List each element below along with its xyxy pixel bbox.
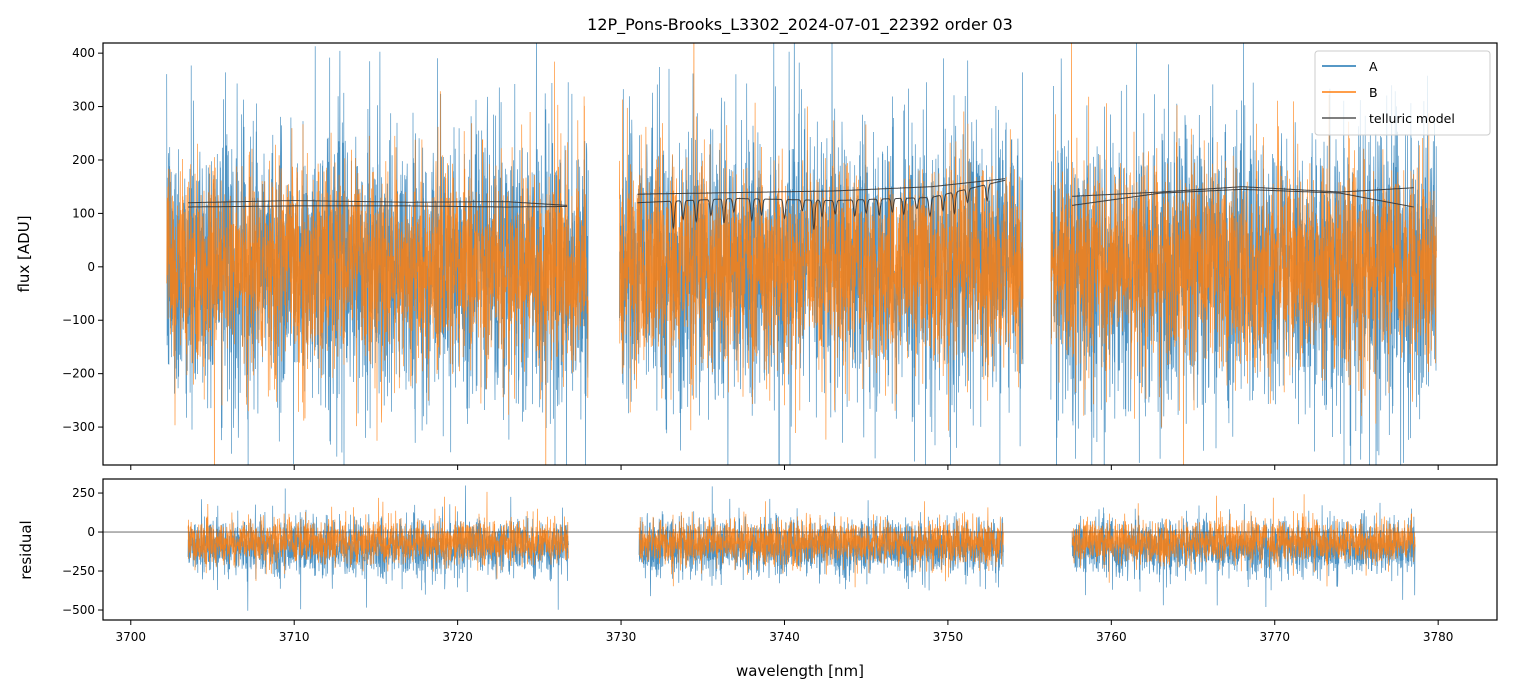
series-b-segment-3 — [1071, 494, 1416, 587]
telluric-model-line-5 — [1072, 186, 1414, 197]
telluric-model-line-2 — [188, 205, 568, 208]
telluric-model-line-4 — [637, 179, 1006, 230]
y-tick-label: 400 — [72, 46, 95, 60]
x-tick-label: 3780 — [1423, 630, 1454, 644]
telluric-model-line-6 — [1071, 188, 1414, 208]
y-tick-label: 0 — [87, 260, 95, 274]
series-b-segment-1 — [187, 491, 569, 581]
y-tick-label: 0 — [87, 525, 95, 539]
y-tick-label: −200 — [62, 367, 95, 381]
x-tick-label: 3740 — [769, 630, 800, 644]
legend: A B telluric model — [1314, 50, 1491, 136]
y-tick-label: −500 — [62, 603, 95, 617]
series-b-segment-3 — [1050, 43, 1437, 465]
x-tick-label: 3710 — [279, 630, 310, 644]
residual-axes-frame — [102, 478, 1498, 621]
x-tick-label: 3770 — [1259, 630, 1290, 644]
x-tick-label: 3700 — [116, 630, 147, 644]
y-tick-label: 100 — [72, 206, 95, 220]
y-axis-label-flux: flux [ADU] — [15, 215, 33, 292]
x-axis-label: wavelength [nm] — [736, 662, 864, 680]
flux-panel: 400 300 200 100 0 −100 −200 −300 — [62, 42, 1498, 470]
series-b-segment-2 — [638, 501, 1004, 588]
flux-axes-frame — [102, 42, 1498, 466]
x-tick-label: 3760 — [1096, 630, 1127, 644]
chart-title: 12P_Pons-Brooks_L3302_2024-07-01_22392 o… — [587, 15, 1013, 35]
y-tick-label: −300 — [62, 420, 95, 434]
y-axis-label-residual: residual — [17, 520, 35, 579]
y-tick-label: −250 — [62, 564, 95, 578]
legend-label-a: A — [1369, 59, 1378, 74]
x-tick-label: 3750 — [933, 630, 964, 644]
telluric-model-line-1 — [188, 200, 568, 206]
residual-panel: 250 0 −250 −500 3700 3710 3720 3730 3740 3750 3760… — [62, 478, 1498, 644]
x-tick-label: 3720 — [442, 630, 473, 644]
y-tick-label: 250 — [72, 486, 95, 500]
y-tick-label: −100 — [62, 313, 95, 327]
legend-label-b: B — [1369, 85, 1378, 100]
flux-plot-area — [166, 43, 1437, 465]
y-tick-label: 200 — [72, 153, 95, 167]
series-b-segment-2 — [619, 43, 1024, 440]
series-b-segment-1 — [166, 61, 589, 465]
telluric-model-line-3 — [637, 178, 1006, 195]
legend-label-telluric: telluric model — [1369, 111, 1455, 126]
y-tick-label: 300 — [72, 100, 95, 114]
residual-plot-area — [103, 485, 1497, 611]
x-tick-label: 3730 — [606, 630, 637, 644]
